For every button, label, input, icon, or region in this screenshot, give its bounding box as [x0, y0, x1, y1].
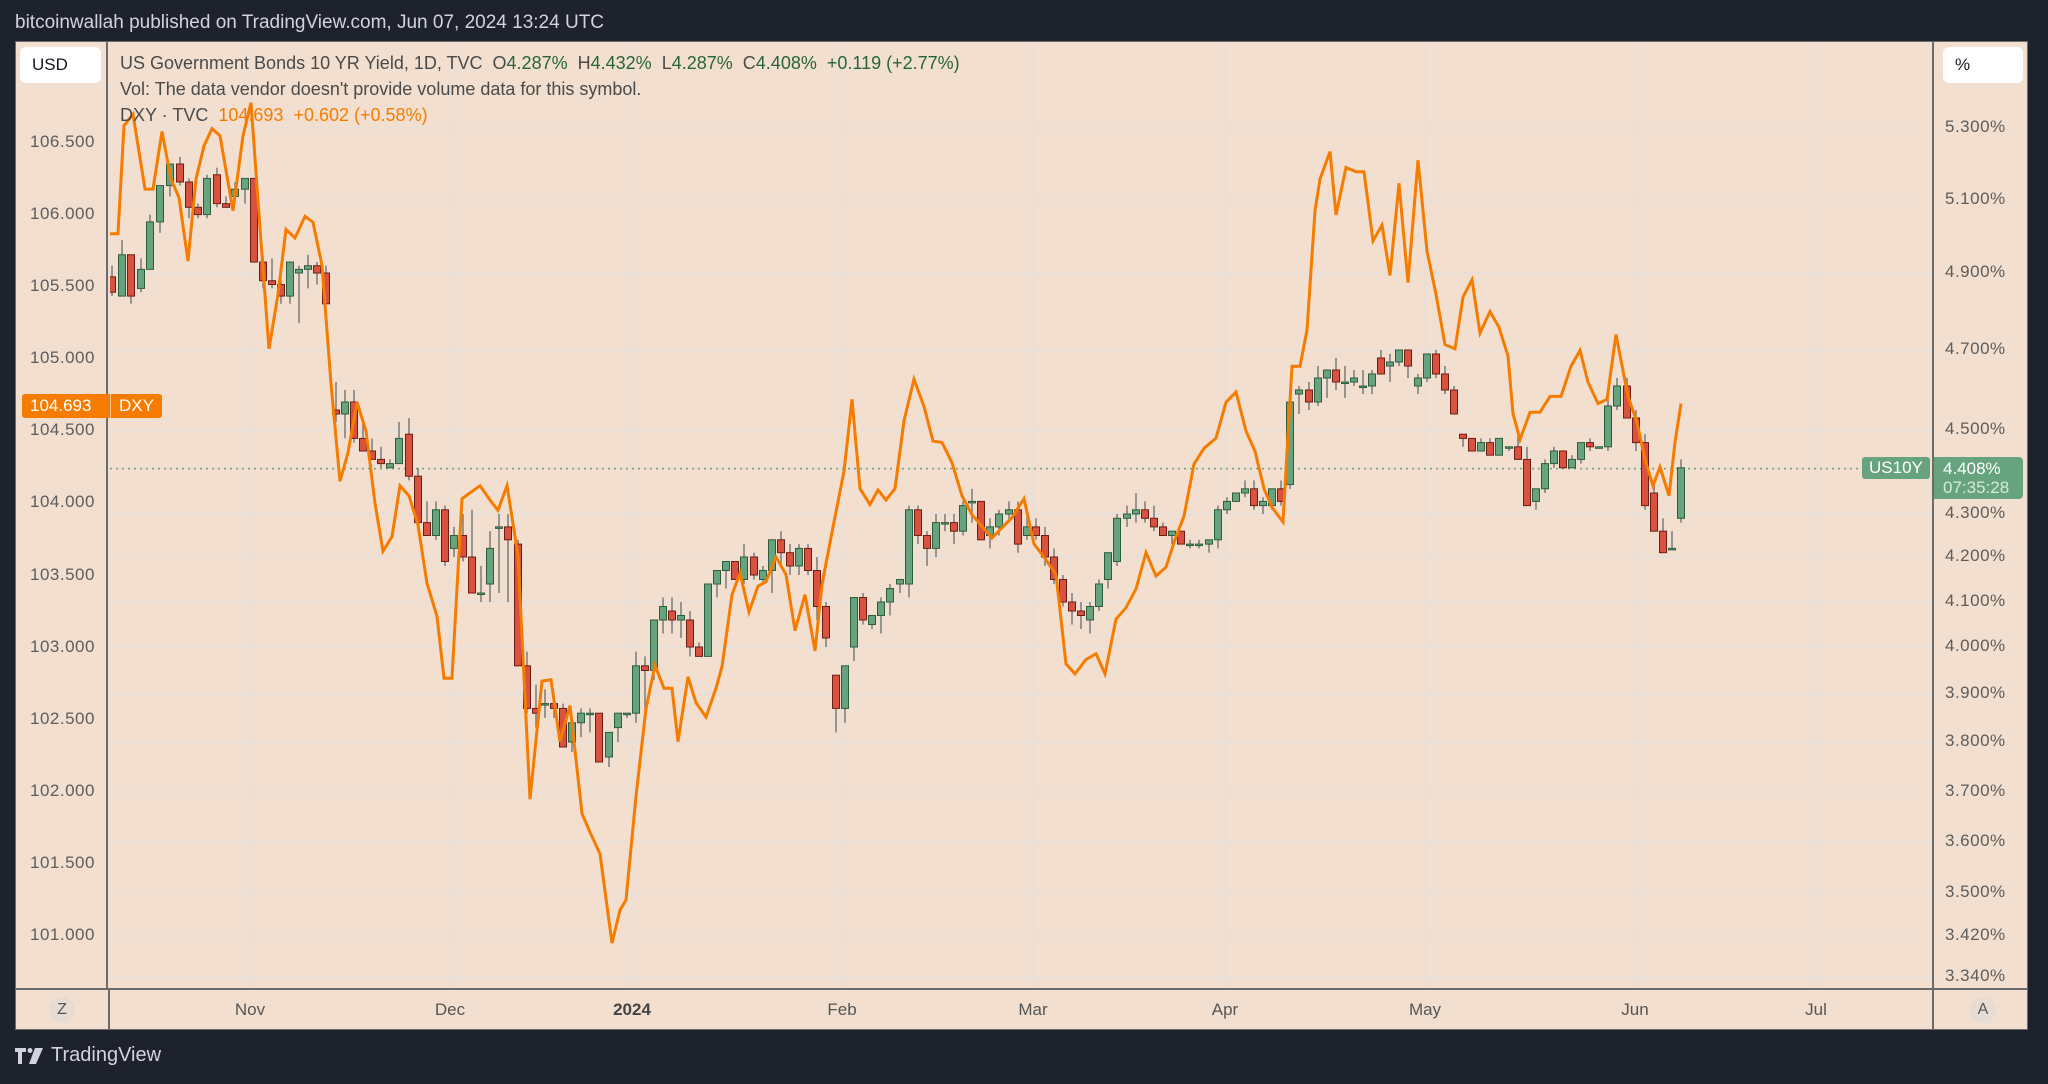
right-axis-tick: 5.100%	[1945, 189, 2006, 208]
time-axis-label: Dec	[434, 1000, 466, 1019]
us10y-last-price: 4.408%	[1943, 459, 2001, 478]
time-axis-label: May	[1408, 1000, 1442, 1019]
time-axis-left-divider	[108, 988, 110, 1030]
left-axis-tick: 105.500	[30, 276, 95, 295]
left-axis-tick: 102.000	[30, 781, 95, 800]
change-value: +0.119 (+2.77%)	[826, 53, 960, 73]
time-axis-label: Apr	[1211, 1000, 1239, 1019]
left-axis-tick: 103.500	[30, 565, 95, 584]
us10y-symbol-tag: US10Y	[1862, 457, 1930, 479]
time-axis-right-divider	[1932, 988, 1934, 1030]
right-axis-tick: 4.000%	[1945, 636, 2006, 655]
time-axis[interactable]	[15, 988, 2028, 1030]
time-axis-label: Jul	[1805, 1000, 1827, 1019]
time-axis-label: 2024	[613, 1000, 651, 1019]
dxy-tag-label: DXY	[110, 394, 162, 418]
overlay-change: +0.602 (+0.58%)	[293, 105, 428, 125]
tradingview-brand: TradingView	[51, 1044, 162, 1066]
left-axis-tick: 101.500	[30, 853, 95, 872]
right-axis-tick: 3.600%	[1945, 831, 2006, 850]
left-price-axis[interactable]: USD	[15, 41, 108, 990]
time-axis-label: Jun	[1621, 1000, 1649, 1019]
dxy-tag-value: 104.693	[30, 396, 92, 415]
left-axis-tick: 106.000	[30, 204, 95, 223]
right-axis-tick: 3.900%	[1945, 683, 2006, 702]
time-axis-label: Nov	[234, 1000, 266, 1019]
overlay-value: 104.693	[218, 105, 284, 125]
currency-unit-button[interactable]: USD	[20, 47, 101, 83]
left-axis-tick: 101.000	[30, 925, 95, 944]
ohlc-open-value: 4.287%	[506, 53, 568, 73]
published-by-header: bitcoinwallah published on TradingView.c…	[15, 12, 605, 33]
right-axis-tick: 4.700%	[1945, 339, 2006, 358]
percent-unit-button[interactable]: %	[1943, 47, 2023, 83]
tradingview-logo-icon	[15, 1047, 43, 1064]
ohlc-close-value: 4.408%	[755, 53, 817, 73]
right-axis-tick: 3.340%	[1945, 966, 2006, 985]
right-axis-tick: 4.500%	[1945, 419, 2006, 438]
right-axis-tick: 5.300%	[1945, 117, 2006, 136]
right-axis-tick: 3.420%	[1945, 925, 2006, 944]
right-axis-tick: 4.300%	[1945, 503, 2006, 522]
dxy-price-tag: 104.693 DXY	[22, 394, 162, 418]
left-axis-tick: 106.500	[30, 132, 95, 151]
right-price-axis[interactable]: %	[1932, 41, 2028, 990]
ohlc-open-label: O	[492, 53, 507, 73]
auto-scale-button[interactable]: A	[1970, 997, 1996, 1023]
time-axis-label: Mar	[1018, 1000, 1048, 1019]
ohlc-high-value: 4.432%	[590, 53, 652, 73]
main-series-legend[interactable]: US Government Bonds 10 YR Yield, 1D, TVC…	[120, 53, 960, 74]
right-axis-tick: 3.500%	[1945, 882, 2006, 901]
bar-countdown: 07:35:28	[1943, 478, 2010, 497]
ohlc-high-label: H	[577, 53, 591, 73]
overlay-legend[interactable]: DXY · TVC 104.693 +0.602 (+0.58%)	[120, 105, 428, 126]
ohlc-low-value: 4.287%	[671, 53, 733, 73]
volume-note: Vol: The data vendor doesn't provide vol…	[120, 79, 642, 99]
main-series-title[interactable]: US Government Bonds 10 YR Yield, 1D, TVC	[120, 53, 483, 73]
left-axis-tick: 104.500	[30, 420, 95, 439]
ohlc-close-label: C	[742, 53, 756, 73]
left-axis-tick: 103.000	[30, 637, 95, 656]
left-axis-tick: 104.000	[30, 492, 95, 511]
right-axis-tick: 3.800%	[1945, 731, 2006, 750]
right-axis-tick: 4.100%	[1945, 591, 2006, 610]
left-axis-tick: 105.000	[30, 348, 95, 367]
overlay-title[interactable]: DXY · TVC	[120, 105, 209, 125]
time-axis-label: Feb	[827, 1000, 857, 1019]
left-axis-tick: 102.500	[30, 709, 95, 728]
tradingview-footer[interactable]: TradingView	[15, 1044, 161, 1067]
ohlc-low-label: L	[661, 53, 672, 73]
right-axis-tick: 3.700%	[1945, 781, 2006, 800]
right-axis-tick: 4.200%	[1945, 546, 2006, 565]
zoom-reset-button[interactable]: Z	[49, 997, 75, 1023]
us10y-price-tag: 4.408% 07:35:28	[1934, 457, 2023, 499]
right-axis-tick: 4.900%	[1945, 262, 2006, 281]
